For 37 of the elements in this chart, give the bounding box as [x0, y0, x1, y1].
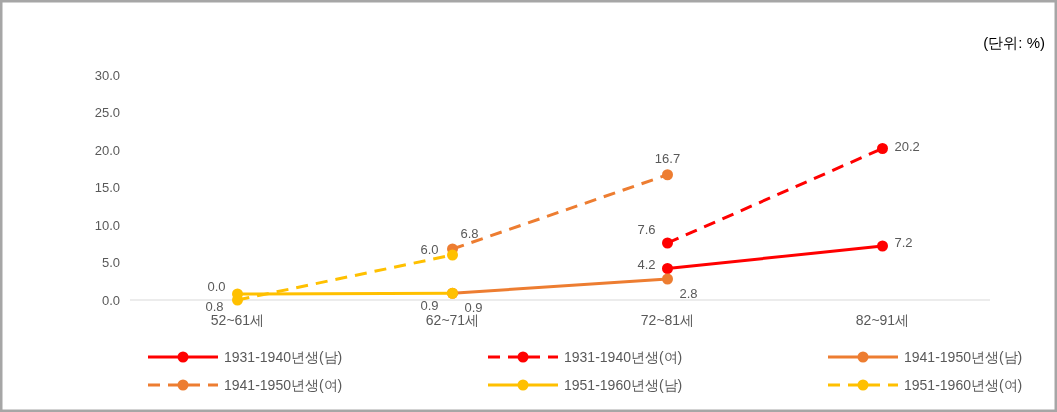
point: [662, 237, 673, 249]
legend-label: 1941-1950년생(남): [904, 348, 1023, 365]
point: [877, 240, 888, 252]
x-tick-label: 72~81세: [640, 312, 695, 328]
y-tick-label: 10.0: [94, 217, 120, 233]
y-tick-label: 20.0: [94, 142, 120, 158]
point: [662, 169, 673, 181]
text: (단위: %): [983, 34, 1045, 51]
x-tick-label: 62~71세: [425, 312, 480, 328]
data-label: 16.7: [654, 151, 681, 167]
legend-label: 1941-1950년생(여): [224, 376, 343, 393]
point: [447, 249, 458, 261]
point: [877, 143, 888, 154]
y-tick-label: 25.0: [94, 105, 120, 121]
data-label: 0.9: [464, 299, 483, 315]
x-tick-label: 82~91세: [855, 312, 910, 328]
y-tick-label: 15.0: [94, 180, 120, 196]
data-label: 6.8: [460, 225, 479, 241]
data-label: 20.2: [894, 139, 920, 155]
point: [662, 273, 673, 285]
legend-label: 1931-1940년생(여): [564, 348, 683, 365]
data-label: 7.6: [637, 221, 656, 237]
y-tick-label: 5.0: [101, 255, 120, 271]
data-label: 6.0: [420, 241, 439, 257]
data-label: 0.9: [420, 297, 439, 313]
legend-label: 1951-1960년생(남): [564, 376, 683, 393]
data-label: 0.0: [207, 278, 226, 294]
legend-label: 1951-1960년생(여): [904, 376, 1023, 393]
y-tick-label: 0.0: [101, 292, 120, 308]
legend-label: 1931-1940년생(남): [224, 348, 343, 365]
x-tick-label: 52~61세: [210, 312, 265, 328]
data-label: 2.8: [679, 285, 698, 301]
y-tick-label: 30.0: [94, 67, 120, 83]
data-label: 7.2: [894, 234, 913, 250]
data-label: 0.8: [205, 298, 224, 314]
data-label: 4.2: [637, 257, 656, 273]
point: [662, 263, 673, 274]
